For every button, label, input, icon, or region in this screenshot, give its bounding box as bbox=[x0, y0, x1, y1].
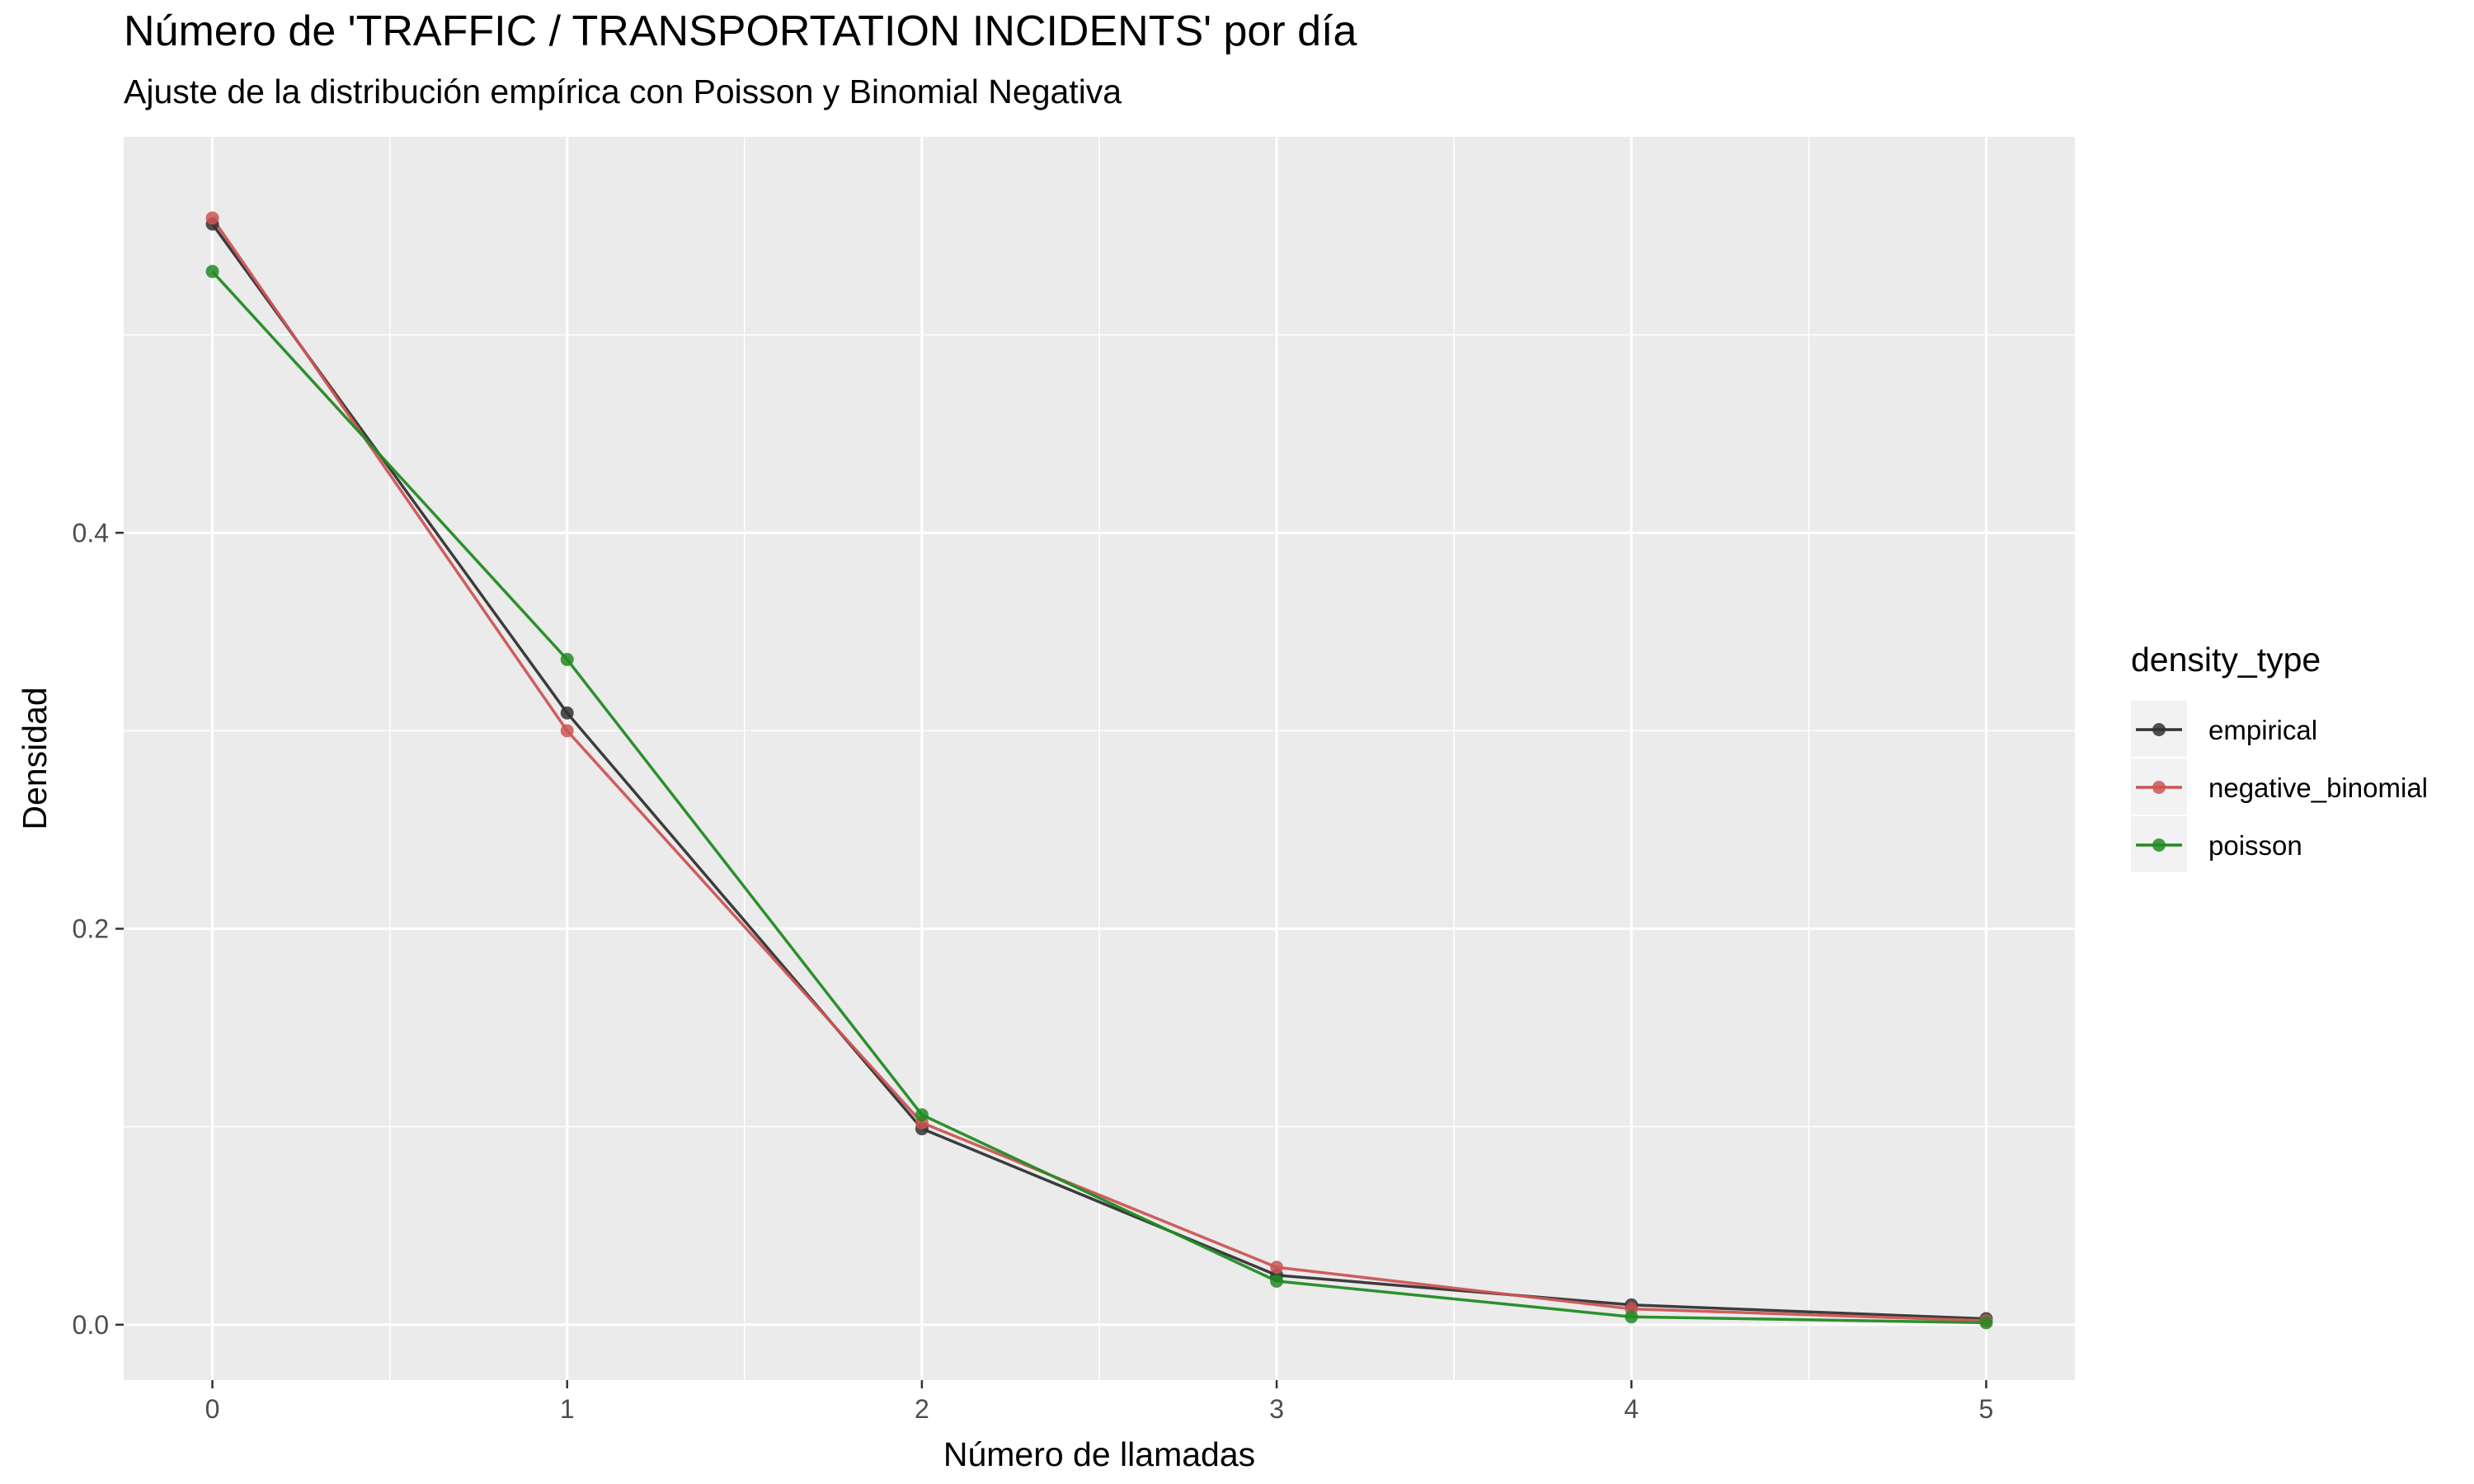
x-tick-label: 5 bbox=[1979, 1394, 1994, 1424]
data-point-negative-binomial bbox=[1270, 1261, 1284, 1275]
y-axis-title: Densidad bbox=[16, 687, 54, 829]
data-point-poisson bbox=[560, 652, 574, 666]
axis-ticks bbox=[115, 532, 1987, 1388]
x-tick-label: 2 bbox=[915, 1394, 929, 1424]
data-point-poisson bbox=[205, 265, 219, 279]
data-point-poisson bbox=[1979, 1316, 1993, 1330]
series-line-negative-binomial bbox=[211, 217, 1987, 1322]
series-points bbox=[205, 211, 1993, 1330]
y-tick-label: 0.2 bbox=[73, 914, 109, 944]
x-axis-title: Número de llamadas bbox=[943, 1435, 1255, 1473]
y-tick-label: 0.0 bbox=[73, 1310, 109, 1340]
x-tick-label: 4 bbox=[1624, 1394, 1639, 1424]
x-tick-labels: 0 1 2 3 4 5 bbox=[205, 1394, 1994, 1424]
legend-key-point bbox=[2152, 838, 2166, 852]
data-point-poisson bbox=[1625, 1310, 1639, 1324]
data-point-negative-binomial bbox=[560, 724, 574, 738]
x-tick-label: 0 bbox=[205, 1394, 220, 1424]
legend-title: density_type bbox=[2131, 641, 2321, 679]
legend-label-negative-binomial: negative_binomial bbox=[2208, 773, 2428, 803]
legend: density_type empirical negative_binomialp… bbox=[2131, 641, 2428, 872]
legend-key-point bbox=[2152, 723, 2166, 736]
legend-label-empirical: empirical bbox=[2208, 715, 2317, 745]
data-point-poisson bbox=[1270, 1274, 1284, 1288]
legend-label-poisson: poisson bbox=[2208, 830, 2302, 861]
series-line-poisson bbox=[211, 270, 1987, 1325]
grid-major bbox=[124, 137, 2075, 1380]
chart-title: Número de 'TRAFFIC / TRANSPORTATION INCI… bbox=[124, 7, 1357, 55]
chart-subtitle: Ajuste de la distribución empírica con P… bbox=[124, 73, 1122, 110]
x-tick-label: 3 bbox=[1269, 1394, 1284, 1424]
series-line-empirical bbox=[211, 223, 1987, 1321]
y-tick-labels: 0.0 0.2 0.4 bbox=[73, 518, 109, 1340]
data-point-negative-binomial bbox=[205, 211, 219, 225]
grid-minor bbox=[124, 137, 2075, 1380]
legend-key-point bbox=[2152, 781, 2166, 794]
data-point-poisson bbox=[915, 1108, 929, 1122]
y-tick-label: 0.4 bbox=[73, 518, 109, 547]
data-point-empirical bbox=[560, 706, 574, 720]
x-tick-label: 1 bbox=[560, 1394, 575, 1424]
series-lines bbox=[211, 217, 1987, 1325]
